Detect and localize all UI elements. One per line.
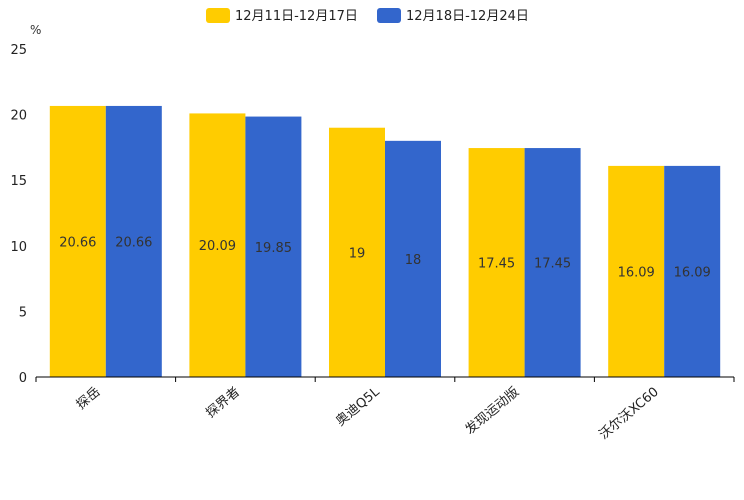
data-label: 18 xyxy=(405,253,422,268)
legend-label: 12月11日-12月17日 xyxy=(235,9,358,24)
bar[interactable] xyxy=(189,113,246,378)
bar[interactable] xyxy=(329,127,385,377)
legend-item[interactable]: 12月11日-12月17日 xyxy=(206,8,358,24)
y-tick-label: 0 xyxy=(19,371,27,386)
bar[interactable] xyxy=(468,148,525,377)
bar[interactable] xyxy=(664,165,721,377)
y-axis: 0 5 10 15 20 25 xyxy=(10,43,27,386)
y-tick-label: 10 xyxy=(10,240,27,255)
bar[interactable] xyxy=(385,140,441,377)
legend-label: 12月18日-12月24日 xyxy=(406,9,529,24)
bar[interactable] xyxy=(105,105,162,378)
bars xyxy=(49,105,721,378)
y-axis-unit-label: % xyxy=(30,23,41,37)
data-label: 17.45 xyxy=(534,257,571,272)
bar[interactable] xyxy=(608,165,665,377)
legend-swatch xyxy=(206,8,230,23)
data-label: 20.66 xyxy=(59,235,96,250)
x-tick-label: 沃尔沃XC60 xyxy=(597,385,662,443)
x-tick-label: 奥迪Q5L xyxy=(333,384,383,429)
legend: 12月11日-12月17日 12月18日-12月24日 xyxy=(206,8,529,24)
bar[interactable] xyxy=(524,148,581,377)
data-label: 19.85 xyxy=(255,241,292,256)
data-label: 16.09 xyxy=(618,265,655,280)
data-label: 16.09 xyxy=(674,265,711,280)
y-tick-label: 15 xyxy=(10,174,27,189)
bar[interactable] xyxy=(49,105,106,378)
y-tick-label: 25 xyxy=(10,43,27,58)
x-tick-label: 探界者 xyxy=(203,385,243,422)
data-label: 20.66 xyxy=(115,235,152,250)
x-tick-label: 探岳 xyxy=(74,385,104,413)
legend-item[interactable]: 12月18日-12月24日 xyxy=(377,8,529,24)
data-labels: 20.66 20.66 20.09 19.85 19 18 17.45 17.45 16.09 1… xyxy=(59,235,711,280)
data-label: 17.45 xyxy=(478,257,515,272)
bar[interactable] xyxy=(245,116,302,378)
data-label: 20.09 xyxy=(199,239,236,254)
x-tick-label: 发现运动版 xyxy=(462,384,522,438)
y-tick-label: 20 xyxy=(10,109,27,124)
legend-swatch xyxy=(377,8,401,23)
x-axis: 探岳 探界者 奥迪Q5L 发现运动版 沃尔沃XC60 xyxy=(35,376,735,443)
data-label: 19 xyxy=(349,246,366,261)
y-tick-label: 5 xyxy=(19,305,27,320)
